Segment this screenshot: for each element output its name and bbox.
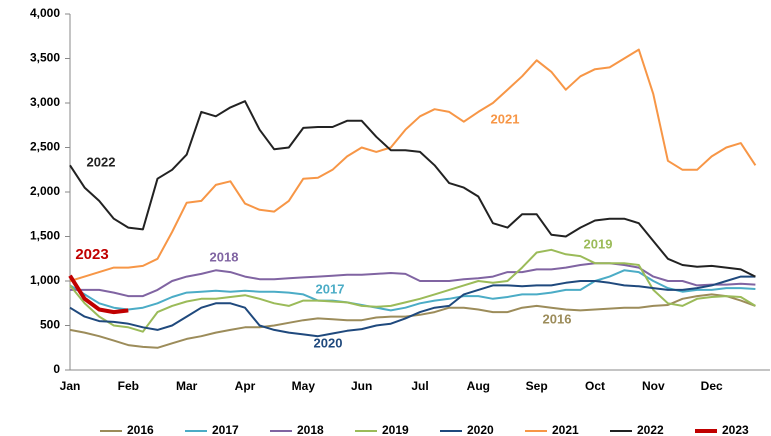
y-tick-label: 4,000: [30, 6, 60, 20]
x-tick-label: Feb: [118, 379, 139, 393]
legend-label: 2016: [127, 423, 154, 436]
x-tick-label: Jul: [411, 379, 428, 393]
x-tick-label: Nov: [642, 379, 665, 393]
legend-label: 2018: [297, 423, 324, 436]
annotation: 2022: [87, 154, 116, 169]
annotation: 2018: [210, 249, 239, 264]
x-tick-label: Jun: [351, 379, 372, 393]
series-line: [68, 274, 129, 315]
x-tick-label: Oct: [585, 379, 605, 393]
x-tick-label: Jan: [60, 379, 81, 393]
y-tick-label: 1,500: [30, 229, 60, 243]
x-tick-label: Sep: [526, 379, 548, 393]
legend-label: 2019: [382, 423, 409, 436]
series-line: [69, 48, 757, 282]
y-tick-label: 0: [53, 362, 60, 376]
annotation: 2021: [491, 111, 520, 126]
annotation: 2017: [316, 281, 345, 296]
annotation: 2019: [584, 236, 613, 251]
y-tick-label: 1,000: [30, 273, 60, 287]
y-tick-label: 500: [40, 318, 60, 332]
series-line: [69, 293, 756, 349]
legend-label: 2017: [212, 423, 239, 436]
y-tick-label: 3,500: [30, 51, 60, 65]
series-line: [69, 275, 756, 338]
x-tick-label: Apr: [235, 379, 256, 393]
series-line: [69, 248, 756, 333]
series-line: [69, 100, 756, 278]
y-tick-label: 2,500: [30, 140, 60, 154]
y-tick-label: 3,000: [30, 95, 60, 109]
annotation: 2016: [543, 311, 572, 326]
legend-label: 2023: [722, 423, 749, 436]
x-tick-label: May: [292, 379, 316, 393]
series-line: [69, 269, 756, 312]
y-tick-label: 2,000: [30, 184, 60, 198]
legend-label: 2021: [552, 423, 579, 436]
annotation: 2020: [314, 335, 343, 350]
x-tick-label: Mar: [176, 379, 198, 393]
x-tick-label: Aug: [467, 379, 490, 393]
legend-label: 2022: [637, 423, 664, 436]
legend-label: 2020: [467, 423, 494, 436]
annotation: 2023: [75, 246, 108, 263]
x-tick-label: Dec: [701, 379, 723, 393]
